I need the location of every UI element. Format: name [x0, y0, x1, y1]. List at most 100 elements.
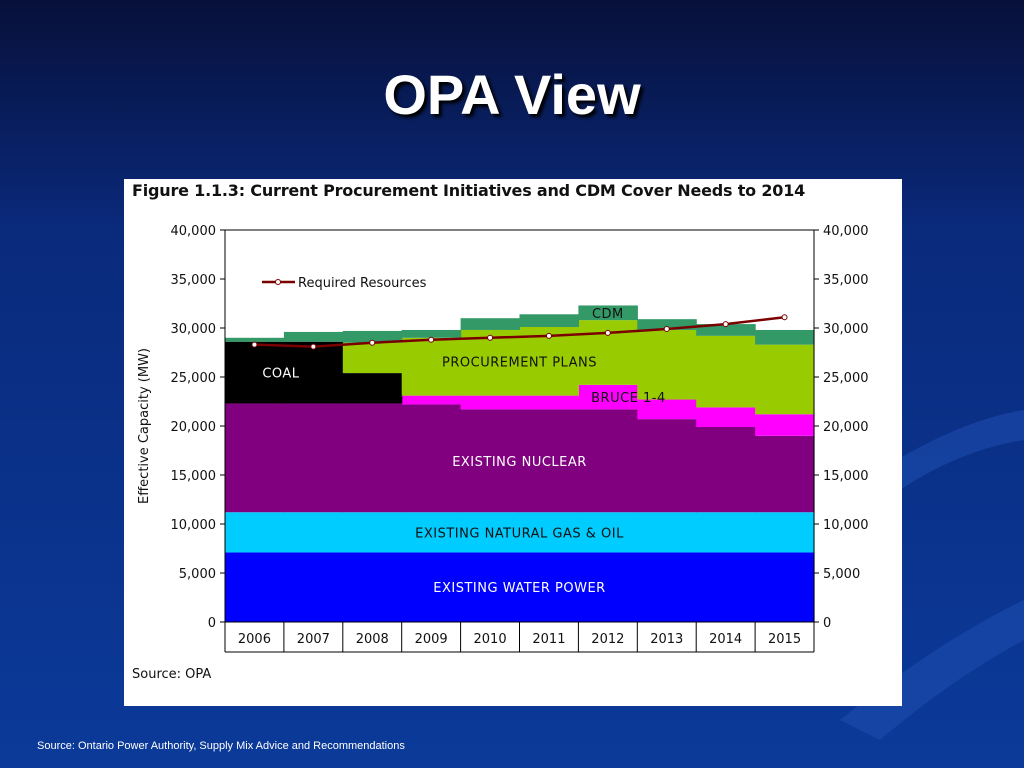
required-resources-point-2015: [781, 314, 788, 321]
area-segment-cdm-2009: [401, 329, 462, 338]
area-segment-coal-2007: [283, 341, 344, 404]
y-tick-label-left: 15,000: [171, 469, 217, 484]
area-segment-procurement-plans-2014: [696, 335, 756, 408]
x-tick-label: 2008: [356, 632, 389, 647]
area-segment-existing-nuclear-2012: [578, 409, 638, 513]
x-tick-label: 2014: [709, 632, 742, 647]
y-tick-label-right: 40,000: [823, 224, 869, 239]
y-tick-label-left: 0: [208, 616, 216, 631]
x-tick-label: 2013: [650, 632, 683, 647]
figure-source: Source: OPA: [132, 667, 212, 682]
x-tick-label: 2006: [238, 632, 271, 647]
area-segment-cdm-2010: [460, 318, 521, 330]
area-segment-existing-natural-gas-oil-2007: [283, 512, 344, 553]
area-segment-existing-natural-gas-oil-2012: [578, 512, 638, 553]
area-segment-bruce-1-4-2009: [401, 395, 462, 405]
area-segment-procurement-plans-2012: [578, 320, 638, 385]
area-segment-bruce-1-4-2015: [755, 414, 815, 436]
area-segment-cdm-2014: [696, 324, 756, 336]
y-tick-label-right: 15,000: [823, 469, 869, 484]
area-segment-existing-water-power-2006: [225, 552, 285, 622]
area-segment-existing-water-power-2014: [696, 552, 756, 622]
area-segment-existing-water-power-2013: [637, 552, 697, 622]
area-segment-existing-natural-gas-oil-2013: [637, 512, 697, 553]
area-segment-procurement-plans-2008: [342, 342, 403, 374]
slide-source-note: Source: Ontario Power Authority, Supply …: [37, 740, 405, 752]
y-tick-label-left: 20,000: [171, 420, 217, 435]
slide-title: OPA View: [383, 63, 641, 126]
legend-label-required-resources: Required Resources: [298, 276, 427, 291]
area-segment-existing-water-power-2007: [283, 552, 344, 622]
area-segment-existing-natural-gas-oil-2009: [401, 512, 462, 553]
area-segment-existing-water-power-2010: [460, 552, 521, 622]
required-resources-point-2014: [722, 321, 729, 328]
area-segment-existing-natural-gas-oil-2011: [519, 512, 579, 553]
required-resources-point-2006: [251, 341, 258, 348]
area-segment-existing-nuclear-2006: [225, 403, 285, 513]
required-resources-point-2013: [663, 325, 670, 332]
required-resources-point-2007: [310, 343, 317, 350]
area-segment-cdm-2006: [225, 337, 285, 342]
area-segment-coal-2008: [342, 373, 403, 404]
area-segment-bruce-1-4-2011: [519, 395, 579, 410]
x-tick-label: 2009: [415, 632, 448, 647]
area-segment-bruce-1-4-2013: [637, 399, 697, 420]
area-segment-bruce-1-4-2012: [578, 384, 638, 410]
area-segment-existing-nuclear-2010: [460, 409, 521, 513]
area-segment-existing-nuclear-2007: [283, 403, 344, 513]
y-tick-label-left: 30,000: [171, 322, 217, 337]
area-segment-cdm-2015: [755, 329, 815, 345]
y-tick-label-left: 5,000: [179, 567, 216, 582]
area-segment-existing-water-power-2008: [342, 552, 403, 622]
legend-marker: [275, 279, 281, 285]
required-resources-point-2010: [487, 334, 494, 341]
x-tick-label: 2011: [532, 632, 565, 647]
area-label-bruce-1-4: BRUCE 1-4: [591, 391, 666, 406]
area-segment-procurement-plans-2010: [460, 329, 521, 396]
y-tick-label-right: 25,000: [823, 371, 869, 386]
required-resources-point-2012: [604, 329, 611, 336]
x-tick-label: 2015: [768, 632, 801, 647]
y-tick-label-right: 35,000: [823, 273, 869, 288]
required-resources-line: [254, 315, 785, 348]
required-resources-point-2008: [369, 339, 376, 346]
area-segment-existing-water-power-2015: [755, 552, 815, 622]
area-segment-existing-natural-gas-oil-2015: [755, 512, 815, 553]
x-tick-label: 2010: [474, 632, 507, 647]
stacked-area-chart: CDM PROCUREMENT PLANS BRUCE 1-4 COAL EXISTIN…: [137, 224, 869, 653]
area-segment-existing-natural-gas-oil-2010: [460, 512, 521, 553]
required-resources-point-2011: [545, 332, 552, 339]
area-segment-existing-natural-gas-oil-2008: [342, 512, 403, 553]
y-tick-label-right: 0: [823, 616, 831, 631]
area-segment-procurement-plans-2015: [755, 344, 815, 415]
x-tick-label: 2007: [297, 632, 330, 647]
area-segment-cdm-2007: [283, 331, 344, 342]
area-label-coal: COAL: [262, 367, 299, 382]
area-segment-existing-nuclear-2013: [637, 419, 697, 513]
area-segment-existing-nuclear-2008: [342, 403, 403, 513]
area-segment-procurement-plans-2009: [401, 337, 462, 396]
area-segment-coal-2006: [225, 341, 285, 404]
figure-panel: Figure 1.1.3: Current Procurement Initia…: [124, 179, 902, 706]
area-label-procurement-plans: PROCUREMENT PLANS: [442, 355, 597, 370]
area-segment-existing-natural-gas-oil-2014: [696, 512, 756, 553]
y-tick-label-right: 30,000: [823, 322, 869, 337]
y-tick-label-left: 40,000: [171, 224, 217, 239]
area-segment-cdm-2012: [578, 305, 638, 321]
y-tick-label-left: 25,000: [171, 371, 217, 386]
figure-title: Figure 1.1.3: Current Procurement Initia…: [132, 181, 806, 200]
area-segment-cdm-2011: [519, 314, 579, 328]
area-segment-existing-nuclear-2015: [755, 435, 815, 513]
y-tick-label-right: 20,000: [823, 420, 869, 435]
required-resources-point-2009: [428, 336, 435, 343]
y-tick-label-left: 10,000: [171, 518, 217, 533]
area-label-existing-natural-gas-oil: EXISTING NATURAL GAS & OIL: [415, 526, 624, 541]
area-segment-existing-nuclear-2011: [519, 409, 579, 513]
area-segment-cdm-2013: [637, 319, 697, 330]
area-segment-procurement-plans-2013: [637, 329, 697, 400]
area-label-existing-water-power: EXISTING WATER POWER: [433, 581, 605, 596]
y-tick-label-left: 35,000: [171, 273, 217, 288]
area-segment-existing-water-power-2011: [519, 552, 579, 622]
y-axis-title: Effective Capacity (MW): [137, 348, 152, 504]
area-segment-cdm-2008: [342, 330, 403, 343]
